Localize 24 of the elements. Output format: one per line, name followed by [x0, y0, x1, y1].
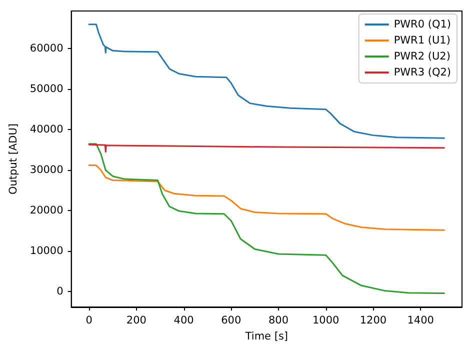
x-tick-label: 0: [86, 314, 92, 326]
y-axis-title: Output [ADU]: [8, 124, 20, 194]
x-tick-label: 600: [221, 314, 242, 326]
x-tick-label: 800: [268, 314, 289, 326]
line-series: [88, 164, 445, 231]
x-tick-label: 1400: [407, 314, 434, 326]
legend-label: PWR3 (Q2): [394, 66, 452, 78]
x-tick-label: 1200: [360, 314, 387, 326]
x-tick-label: 400: [174, 314, 194, 326]
line-series: [88, 144, 445, 153]
y-tick-label: 40000: [30, 124, 64, 136]
legend-label: PWR1 (U1): [394, 34, 450, 46]
y-tick-label: 0: [56, 286, 64, 298]
x-tick-label: 200: [126, 314, 146, 326]
legend-label: PWR0 (Q1): [394, 18, 452, 30]
y-tick-label: 60000: [30, 42, 64, 55]
y-tick-label: 30000: [30, 164, 64, 176]
x-axis-title: Time [s]: [244, 330, 288, 342]
y-tick-label: 10000: [30, 245, 64, 258]
y-tick-label: 20000: [30, 204, 64, 217]
y-tick-label: 50000: [30, 83, 64, 96]
line-series: [88, 143, 445, 294]
x-tick-label: 1000: [312, 314, 340, 326]
legend-label: PWR2 (U2): [394, 50, 450, 62]
